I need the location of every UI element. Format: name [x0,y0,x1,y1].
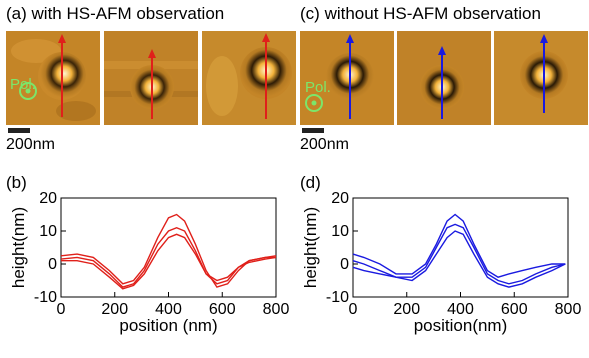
x-tick-label: 600 [501,301,528,318]
pol-label-a: Pol. [10,76,36,93]
x-tick-label: 200 [393,301,420,318]
y-tick-label: 20 [39,190,57,207]
panel-a-label: (a) [6,4,27,23]
scale-label-a: 200nm [6,136,55,153]
series-line-1 [352,213,566,278]
polarization-icon [305,94,323,112]
series-line-3 [61,233,277,290]
panel-c-title-text: without HS-AFM observation [324,4,541,23]
x-tick-label: 600 [209,301,236,318]
arrow-up-icon [438,46,446,55]
x-axis-label: position(nm) [414,316,508,335]
series-line-3 [352,230,566,288]
x-tick-label: 800 [263,301,290,318]
afm-image-a2 [104,31,198,125]
polarization-icon [19,82,37,100]
y-tick-label: 20 [331,190,349,207]
afm-image-a1 [6,31,100,125]
scale-bar-c [302,128,324,133]
scale-bar-a [8,128,30,133]
x-tick-label: 0 [57,301,66,318]
x-axis-label: position (nm) [119,316,217,335]
panel-a-title: (a) with HS-AFM observation [6,4,224,24]
x-tick-label: 200 [101,301,128,318]
panel-c-title: (c) without HS-AFM observation [300,4,541,24]
x-tick-label: 800 [555,301,582,318]
panel-b-label: (b) [6,173,27,192]
y-tick-label: 0 [340,256,349,273]
afm-image-c2 [397,31,491,125]
panel-c-label: (c) [300,4,320,23]
afm-image-c1 [300,31,394,125]
panel-a-title-text: with HS-AFM observation [31,4,225,23]
y-tick-label: -10 [34,289,57,306]
y-tick-label: 10 [39,223,57,240]
y-tick-label: 0 [48,256,57,273]
arrow-up-icon [262,33,270,42]
arrow-up-icon [346,34,354,43]
x-tick-label: 0 [349,301,358,318]
arrow-up-icon [58,34,66,43]
series-line-1 [60,213,277,288]
panel-d-label: (d) [300,173,321,192]
afm-image-a3 [202,31,296,125]
x-tick-label: 400 [155,301,182,318]
y-axis-label: height(nm) [9,207,28,288]
scale-label-c: 200nm [300,136,349,153]
x-tick-label: 400 [447,301,474,318]
y-tick-label: -10 [326,289,349,306]
y-tick-label: 10 [331,223,349,240]
afm-image-c3 [494,31,588,125]
y-axis-label: height(nm) [301,207,320,288]
arrow-up-icon [540,34,548,43]
arrow-up-icon [148,49,156,58]
plot-frame [352,197,569,298]
pol-label-c: Pol. [305,79,331,96]
